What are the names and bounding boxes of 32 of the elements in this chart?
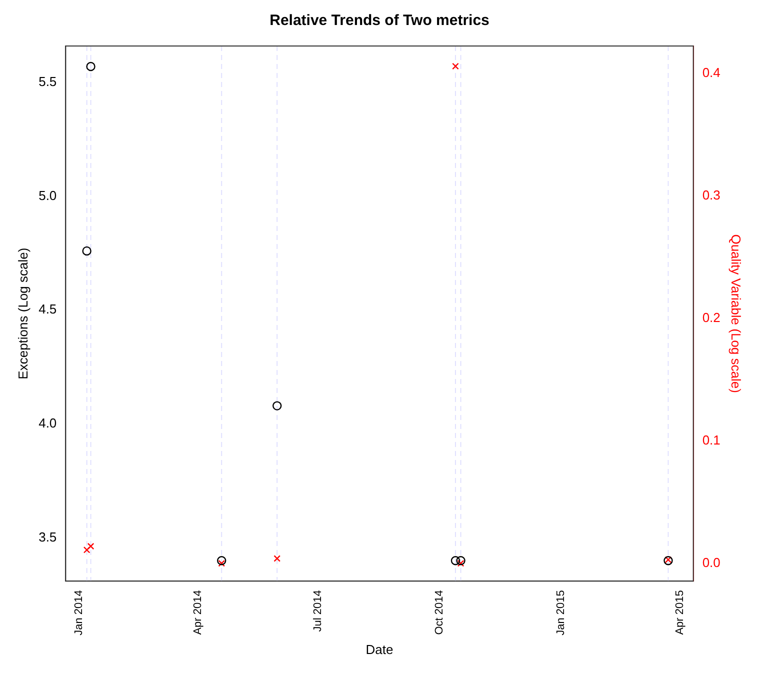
y2-tick-label: 0.1 xyxy=(702,432,720,448)
x-tick-label: Jan 2014 xyxy=(72,590,85,636)
y2-axis-title: Quality Variable (Log scale) xyxy=(728,234,744,393)
y-tick-label: 5.0 xyxy=(38,188,57,203)
x-tick-label: Jan 2015 xyxy=(555,590,568,636)
y-tick-label: 3.5 xyxy=(38,529,57,544)
x-tick-label: Oct 2014 xyxy=(434,590,446,635)
point xyxy=(83,546,90,554)
y2-tick-label: 0.4 xyxy=(702,65,720,80)
point xyxy=(272,401,282,410)
y2-tick-label: 0.3 xyxy=(702,188,720,203)
point xyxy=(457,560,464,567)
y2-tick-label: 0.2 xyxy=(702,310,720,326)
point xyxy=(456,556,466,566)
point xyxy=(82,246,92,256)
y-tick-label: 5.5 xyxy=(38,74,57,90)
y-tick-label: 4.0 xyxy=(38,416,57,431)
chart-title: Relative Trends of Two metrics xyxy=(270,12,490,30)
y-tick-label: 4.5 xyxy=(38,302,57,317)
x-tick-label: Apr 2014 xyxy=(192,590,204,635)
x-axis-title: Date xyxy=(366,642,394,657)
y-axis-title: Exceptions (Log scale) xyxy=(15,248,30,380)
point xyxy=(274,555,281,562)
point xyxy=(216,556,226,566)
point xyxy=(87,542,94,550)
x-tick-label: Apr 2015 xyxy=(674,590,686,635)
point xyxy=(86,62,96,72)
point xyxy=(218,560,226,567)
point xyxy=(450,556,460,566)
x-tick-label: Jul 2014 xyxy=(312,590,324,632)
point xyxy=(452,62,459,70)
y2-tick-label: 0.0 xyxy=(702,554,720,570)
